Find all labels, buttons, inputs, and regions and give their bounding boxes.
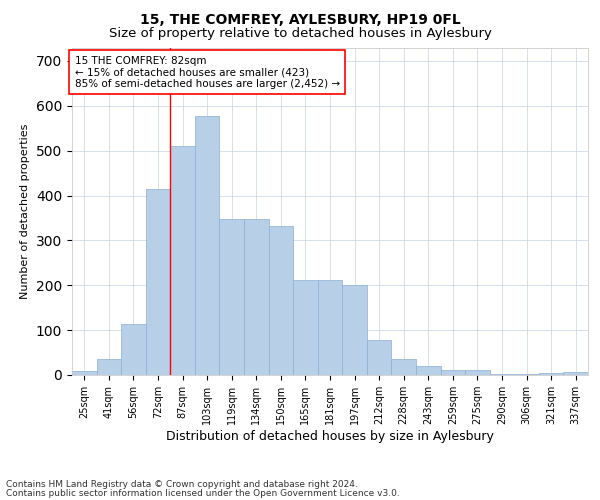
Y-axis label: Number of detached properties: Number of detached properties xyxy=(20,124,31,299)
Bar xyxy=(563,372,588,375)
Bar xyxy=(195,116,220,375)
Bar xyxy=(440,370,465,375)
X-axis label: Distribution of detached houses by size in Aylesbury: Distribution of detached houses by size … xyxy=(166,430,494,443)
Bar xyxy=(342,286,367,375)
Bar xyxy=(318,280,342,375)
Bar xyxy=(539,373,563,375)
Bar xyxy=(465,370,490,375)
Bar xyxy=(72,372,97,375)
Bar xyxy=(220,219,244,375)
Bar xyxy=(97,360,121,375)
Bar xyxy=(391,360,416,375)
Bar xyxy=(514,374,539,375)
Bar xyxy=(146,189,170,375)
Bar xyxy=(121,324,146,375)
Text: 15, THE COMFREY, AYLESBURY, HP19 0FL: 15, THE COMFREY, AYLESBURY, HP19 0FL xyxy=(140,12,460,26)
Bar xyxy=(269,226,293,375)
Bar xyxy=(244,219,269,375)
Text: 15 THE COMFREY: 82sqm
← 15% of detached houses are smaller (423)
85% of semi-det: 15 THE COMFREY: 82sqm ← 15% of detached … xyxy=(74,56,340,89)
Bar xyxy=(367,340,391,375)
Bar xyxy=(490,374,514,375)
Text: Contains public sector information licensed under the Open Government Licence v3: Contains public sector information licen… xyxy=(6,488,400,498)
Bar xyxy=(170,146,195,375)
Bar xyxy=(293,280,318,375)
Text: Contains HM Land Registry data © Crown copyright and database right 2024.: Contains HM Land Registry data © Crown c… xyxy=(6,480,358,489)
Bar xyxy=(416,366,440,375)
Text: Size of property relative to detached houses in Aylesbury: Size of property relative to detached ho… xyxy=(109,28,491,40)
